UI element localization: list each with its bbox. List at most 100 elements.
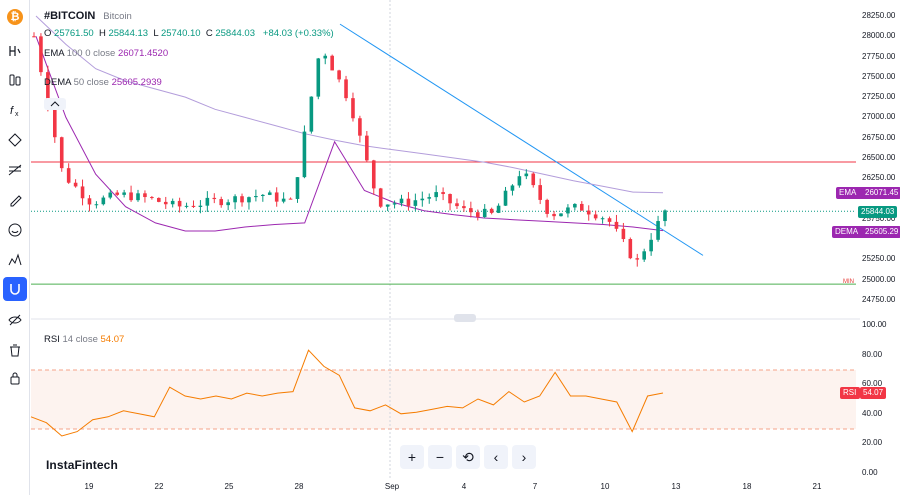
legend-ema[interactable]: EMA 100 0 close 26071.4520 (44, 48, 168, 59)
price-tag: 25844.03 (858, 206, 898, 218)
reset-button[interactable]: ⟲ (456, 445, 480, 469)
candle-body (198, 205, 203, 207)
zoom-out-button[interactable]: − (428, 445, 452, 469)
candle-body (80, 186, 85, 199)
rsi-line (30, 349, 664, 437)
dema-line (35, 36, 664, 232)
h-value: 25844.13 (108, 28, 149, 39)
candle-body (330, 55, 334, 71)
o-label: O (44, 28, 52, 39)
candle-body (226, 202, 230, 206)
date-tick-label: 22 (154, 482, 164, 491)
rsi-label: RSI (44, 334, 60, 345)
scroll-back-button[interactable]: ‹ (484, 445, 508, 469)
candle-body (392, 203, 397, 205)
rsi-tick-label: 80.00 (862, 349, 883, 359)
candle-body (59, 137, 64, 169)
drawing-icon[interactable] (3, 128, 27, 152)
hide-icon[interactable] (3, 308, 27, 332)
candle-body (302, 131, 307, 178)
rsi-band-fill (31, 370, 856, 429)
candle-body (517, 176, 522, 186)
candle-body (87, 198, 92, 205)
candle-body (663, 210, 667, 222)
legend-symbol: #BITCOIN Bitcoin (44, 10, 132, 22)
dema-tag-value: 25605.29 (862, 226, 900, 238)
magnet-icon[interactable] (3, 277, 27, 301)
l-value: 25740.10 (160, 28, 201, 39)
legend-collapse-button[interactable] (44, 98, 66, 110)
rsi-tag-value: 54.07 (860, 387, 887, 399)
lock-icon[interactable] (3, 366, 27, 390)
rsi-tick-label: 40.00 (862, 408, 883, 418)
legend-rsi[interactable]: RSI 14 close 54.07 (44, 334, 124, 345)
candle-body (212, 197, 217, 200)
candle-body (593, 214, 598, 219)
candle-body (448, 194, 452, 204)
candle-body (129, 192, 133, 201)
candle-body (434, 192, 438, 198)
c-label: C (205, 28, 213, 39)
ema-params: 100 0 close (66, 48, 116, 59)
trash-icon[interactable] (3, 338, 27, 362)
fib-icon[interactable] (3, 158, 27, 182)
candle-body (538, 185, 542, 200)
candle-body (94, 204, 99, 206)
l-label: L (153, 28, 159, 39)
candle-body (150, 197, 154, 199)
candle-body (344, 79, 348, 99)
candle-body (177, 200, 182, 207)
bitcoin-logo-icon[interactable]: ₿ (7, 9, 23, 25)
candle-body (559, 213, 563, 217)
rsi-tick-label: 20.00 (862, 438, 883, 448)
ema-value: 26071.4520 (117, 48, 169, 59)
candle-body (46, 72, 50, 108)
price-tick-label: 26750.00 (862, 132, 896, 142)
candle-body (406, 198, 411, 206)
date-tick-label: 4 (461, 482, 467, 491)
candle-body (163, 201, 168, 205)
compare-icon[interactable] (3, 68, 27, 92)
candle-body (170, 200, 175, 205)
candle-body (489, 208, 494, 213)
date-tick-label: 25 (224, 482, 234, 491)
brush-icon[interactable] (3, 188, 27, 212)
candle-body (621, 228, 626, 240)
candle-body (219, 199, 224, 206)
candle-body (295, 177, 300, 199)
candle-body (378, 188, 383, 207)
candle-body (115, 192, 120, 195)
rsi-pane (30, 349, 664, 437)
candle-body (462, 206, 466, 209)
dema-label: DEMA (44, 77, 71, 88)
candle-body (32, 36, 36, 38)
candle-body (586, 210, 591, 215)
branding: InstaFintech (46, 458, 118, 472)
candle-body (316, 58, 321, 97)
legend-dema[interactable]: DEMA 50 close 25605.2939 (44, 77, 162, 88)
price-tick-label: 25250.00 (862, 254, 896, 264)
pattern-icon[interactable] (3, 248, 27, 272)
candle-body (573, 203, 577, 208)
candle-body (233, 196, 237, 203)
h-label: H (98, 28, 106, 39)
scroll-forward-button[interactable]: › (512, 445, 536, 469)
rsi-tick-label: 60.00 (862, 379, 883, 389)
pane-resize-handle[interactable] (454, 314, 476, 322)
date-tick-label: 21 (812, 482, 822, 491)
indicator-icon[interactable] (3, 39, 27, 63)
candle-body (281, 198, 286, 202)
zoom-in-button[interactable]: + (400, 445, 424, 469)
price-tick-label: 25000.00 (862, 274, 896, 284)
price-tick-label: 28000.00 (862, 31, 896, 41)
legend-ohlc: O 25761.50 H 25844.13 L 25740.10 C 25844… (44, 28, 334, 39)
price-pane (31, 15, 856, 285)
candle-body (73, 182, 78, 187)
change-value: +84.03 (+0.33%) (262, 28, 334, 39)
candle-body (545, 199, 549, 214)
candle-body (649, 239, 653, 252)
emoji-icon[interactable] (3, 218, 27, 242)
navigation-bar: + − ⟲ ‹ › (400, 445, 536, 469)
